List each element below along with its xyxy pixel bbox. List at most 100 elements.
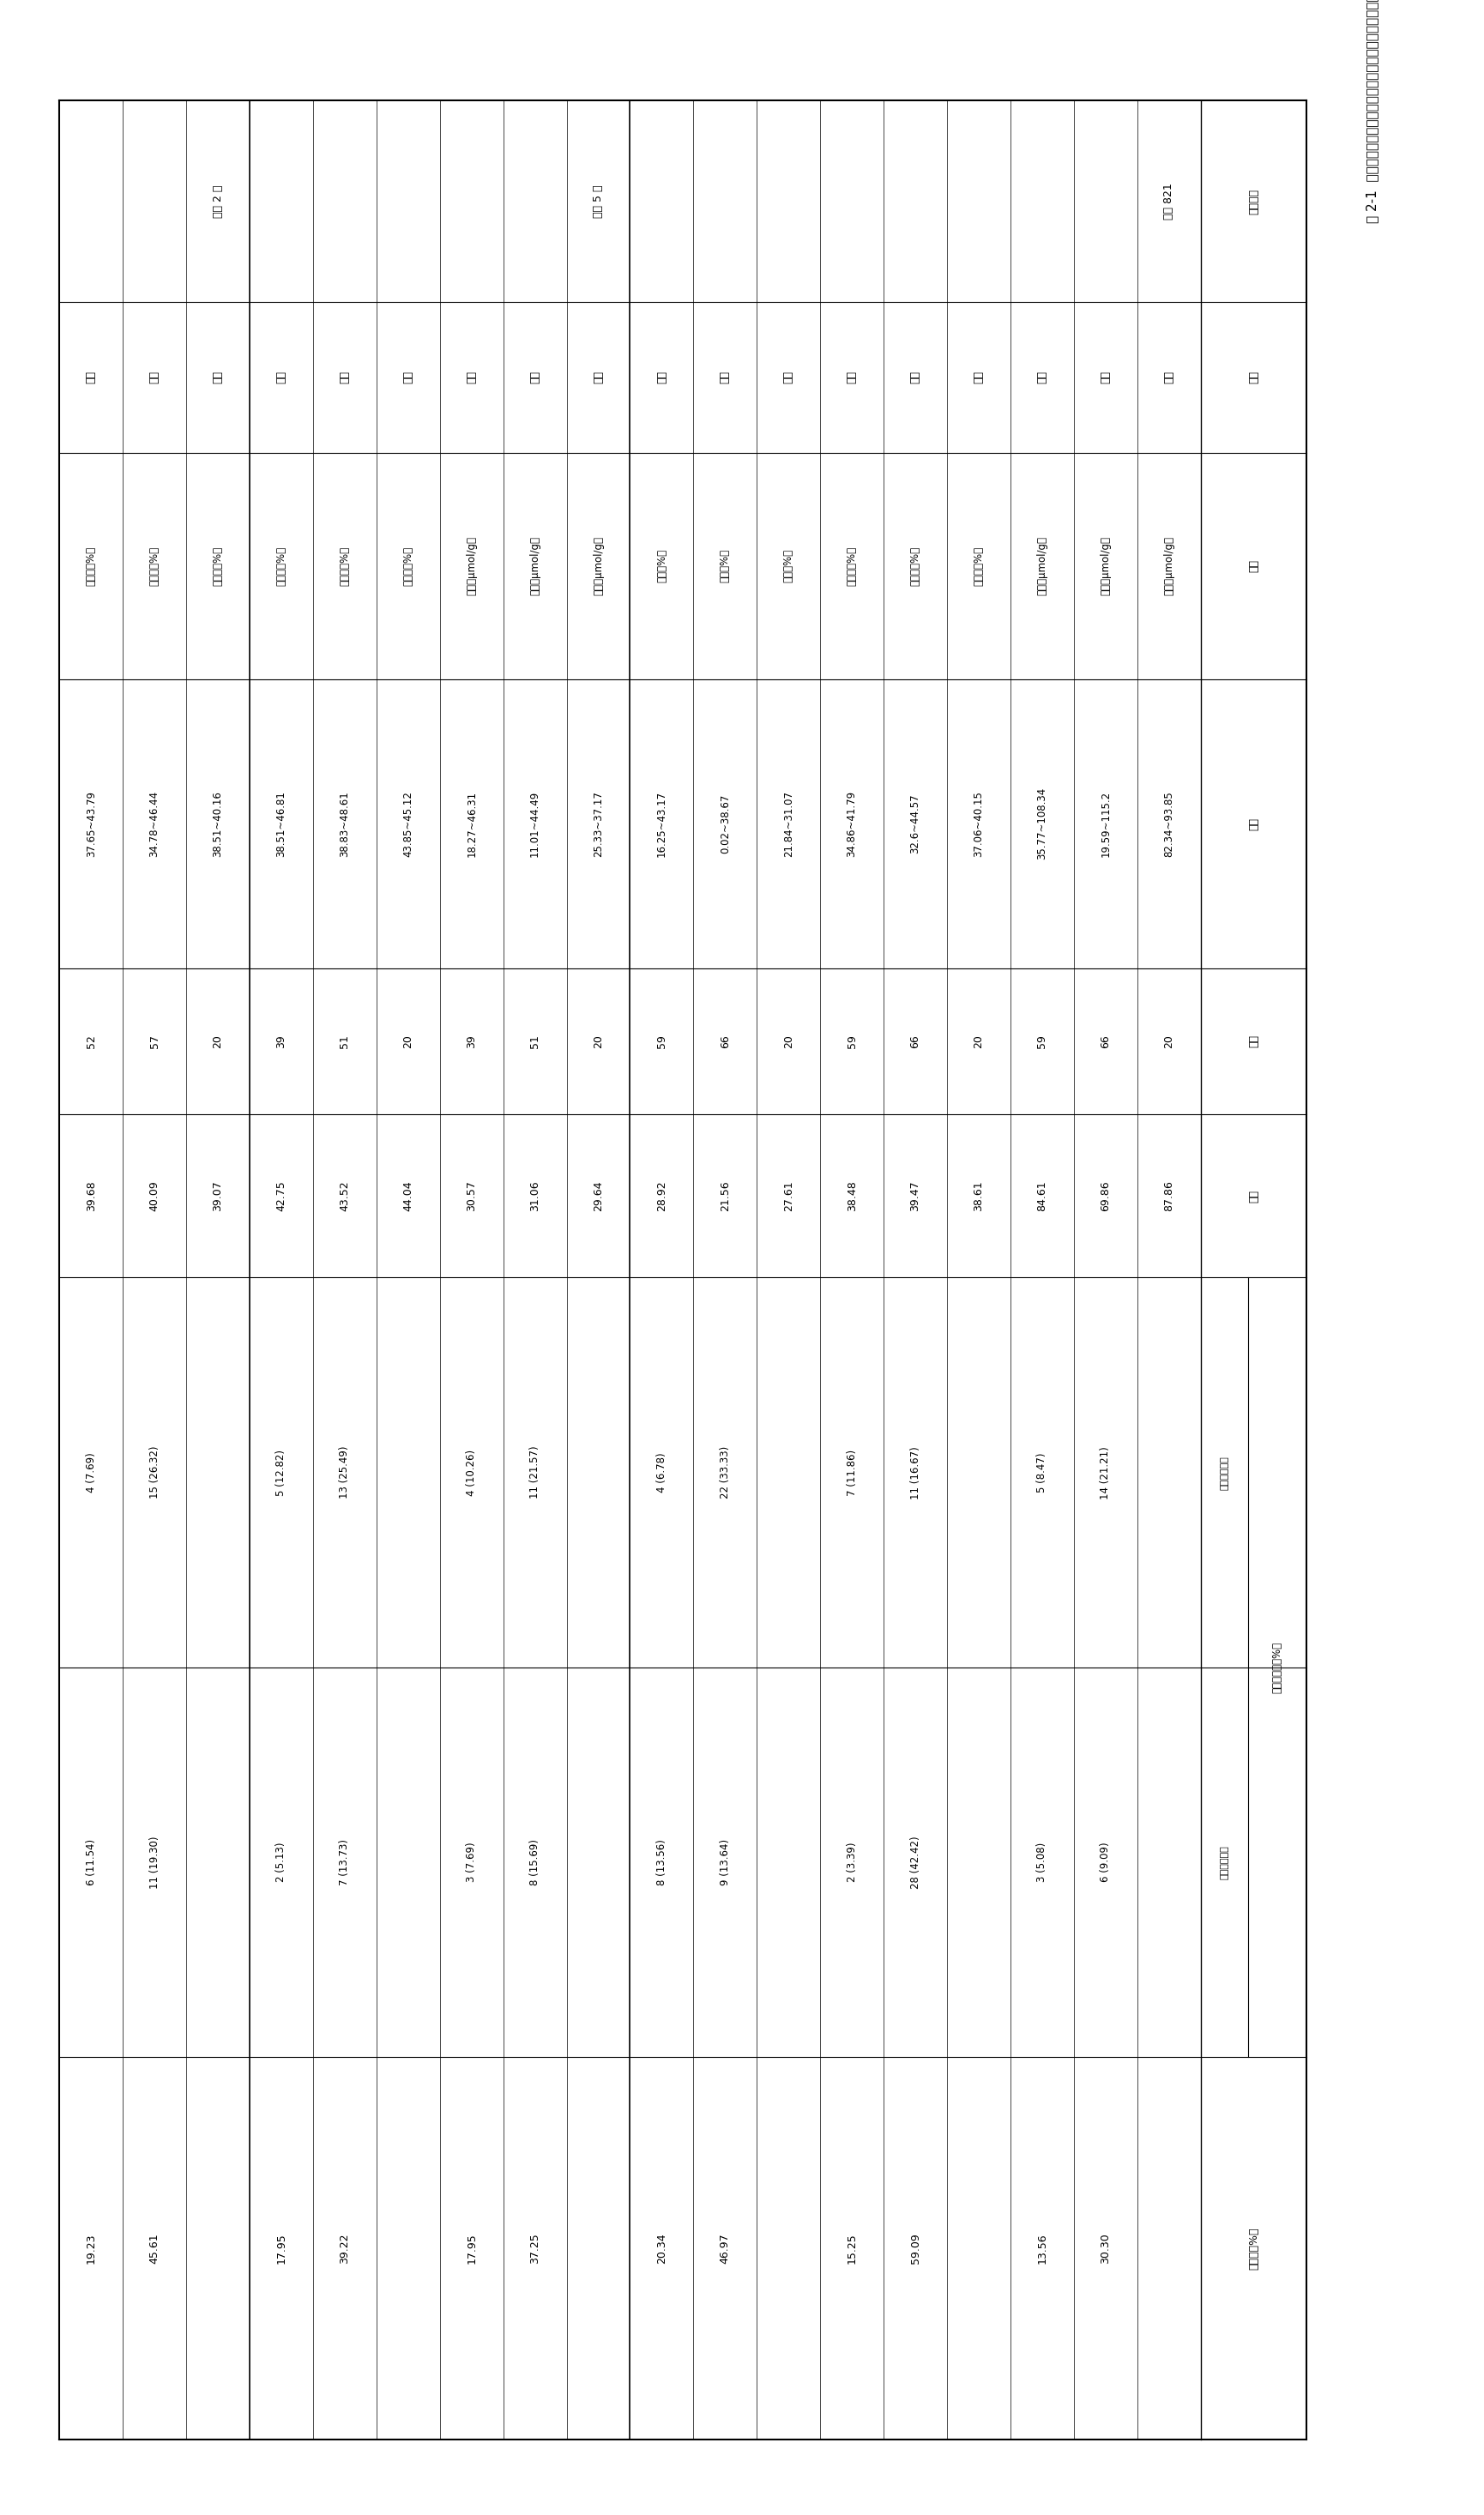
Text: 供体: 供体	[782, 370, 794, 385]
Text: 84.61: 84.61	[1036, 1180, 1048, 1212]
Text: 66: 66	[910, 1034, 920, 1049]
Text: 14 (21.21): 14 (21.21)	[1100, 1446, 1110, 1499]
Text: 对照: 对照	[466, 370, 476, 385]
Text: 22 (33.33): 22 (33.33)	[720, 1446, 730, 1499]
Text: 44.04: 44.04	[402, 1180, 414, 1212]
Text: 38.83~48.61: 38.83~48.61	[338, 790, 350, 858]
Text: 总变异（%）: 总变异（%）	[1248, 2228, 1258, 2269]
Text: 芥酸（%）: 芥酸（%）	[782, 548, 794, 583]
Text: 28 (42.42): 28 (42.42)	[910, 1836, 920, 1889]
Text: 对照: 对照	[846, 370, 858, 385]
Text: 59.09: 59.09	[910, 2233, 920, 2264]
Text: 15 (26.32): 15 (26.32)	[148, 1446, 160, 1499]
Text: 38.61: 38.61	[972, 1180, 984, 1212]
Text: 供体: 供体	[972, 370, 984, 385]
Text: 21.56: 21.56	[720, 1180, 730, 1212]
Text: 低于供体低值: 低于供体低值	[1220, 1456, 1229, 1489]
Text: 株数和比率（%）: 株数和比率（%）	[1272, 1642, 1282, 1693]
Text: 平均: 平均	[1248, 1190, 1258, 1202]
Text: 52: 52	[86, 1034, 96, 1049]
Text: 21.84~31.07: 21.84~31.07	[782, 790, 794, 858]
Text: 59: 59	[1036, 1034, 1048, 1049]
Text: 29.64: 29.64	[592, 1180, 604, 1212]
Text: 硫苷（μmol/g）: 硫苷（μmol/g）	[466, 536, 476, 596]
Text: 4 (10.26): 4 (10.26)	[466, 1449, 476, 1496]
Text: 5 (8.47): 5 (8.47)	[1036, 1454, 1048, 1491]
Text: 37.06~40.15: 37.06~40.15	[972, 790, 984, 858]
Text: 18.27~46.31: 18.27~46.31	[466, 790, 476, 858]
Text: 中油 821: 中油 821	[1162, 184, 1174, 219]
Text: 20: 20	[972, 1034, 984, 1049]
Text: 20: 20	[402, 1034, 414, 1049]
Text: 含油量（%）: 含油量（%）	[910, 546, 920, 586]
Text: 4 (7.69): 4 (7.69)	[86, 1454, 96, 1491]
Text: 4 (6.78): 4 (6.78)	[656, 1454, 666, 1491]
Text: 硫苷（μmol/g）: 硫苷（μmol/g）	[1162, 536, 1174, 596]
Text: 材料名称: 材料名称	[1248, 189, 1258, 214]
Text: 7 (11.86): 7 (11.86)	[846, 1449, 858, 1496]
Text: 3 (7.69): 3 (7.69)	[466, 1843, 476, 1881]
Text: 43.52: 43.52	[338, 1180, 350, 1212]
Text: 39.47: 39.47	[910, 1180, 920, 1212]
Text: 39.68: 39.68	[86, 1180, 96, 1212]
Text: 20: 20	[592, 1034, 604, 1049]
Text: 芥酸（%）: 芥酸（%）	[720, 548, 730, 583]
Text: 38.51~40.16: 38.51~40.16	[212, 790, 224, 858]
Text: 华双 5 号: 华双 5 号	[592, 184, 604, 219]
Text: 66: 66	[720, 1034, 730, 1049]
Text: 硫苷（μmol/g）: 硫苷（μmol/g）	[528, 536, 540, 596]
Text: 处理: 处理	[148, 370, 160, 385]
Text: 11 (19.30): 11 (19.30)	[148, 1836, 160, 1889]
Text: 37.65~43.79: 37.65~43.79	[86, 790, 96, 858]
Text: 30.30: 30.30	[1100, 2233, 1110, 2264]
Text: 含油量（%）: 含油量（%）	[846, 546, 858, 586]
Text: 成分: 成分	[1248, 558, 1258, 573]
Text: 处理: 处理	[528, 370, 540, 385]
Text: 34.78~46.44: 34.78~46.44	[148, 790, 160, 858]
Text: 51: 51	[528, 1034, 540, 1049]
Text: 51: 51	[338, 1034, 350, 1049]
Text: 35.77~108.34: 35.77~108.34	[1036, 787, 1048, 860]
Text: 28.92: 28.92	[656, 1180, 666, 1212]
Text: 27.61: 27.61	[782, 1180, 794, 1212]
Text: 对照: 对照	[276, 370, 286, 385]
Text: 13.56: 13.56	[1036, 2233, 1048, 2264]
Text: 66: 66	[1100, 1034, 1110, 1049]
Text: 供体: 供体	[402, 370, 414, 385]
Text: 含油量（%）: 含油量（%）	[972, 546, 984, 586]
Text: 13 (25.49): 13 (25.49)	[338, 1446, 350, 1499]
Text: 43.85~45.12: 43.85~45.12	[402, 790, 414, 858]
Text: 含油量（%）: 含油量（%）	[276, 546, 286, 586]
Text: 2 (3.39): 2 (3.39)	[846, 1843, 858, 1881]
Text: 17.95: 17.95	[276, 2233, 286, 2264]
Text: 11.01~44.49: 11.01~44.49	[528, 790, 540, 858]
Text: 供体: 供体	[1162, 370, 1174, 385]
Text: 11 (21.57): 11 (21.57)	[528, 1446, 540, 1499]
Text: 39.22: 39.22	[338, 2233, 350, 2264]
Text: 59: 59	[846, 1034, 858, 1049]
Text: 25.33~37.17: 25.33~37.17	[592, 790, 604, 858]
Text: 69.86: 69.86	[1100, 1180, 1110, 1212]
Text: 42.75: 42.75	[276, 1180, 286, 1212]
Text: 82.34~93.85: 82.34~93.85	[1162, 790, 1174, 858]
Text: 57: 57	[148, 1034, 160, 1049]
Text: 含油量（%）: 含油量（%）	[338, 546, 350, 586]
Text: 硫苷（μmol/g）: 硫苷（μmol/g）	[592, 536, 604, 596]
Text: 硫苷（μmol/g）: 硫苷（μmol/g）	[1036, 536, 1048, 596]
Text: 19.23: 19.23	[86, 2233, 96, 2264]
Text: 处理: 处理	[910, 370, 920, 385]
Text: 38.48: 38.48	[846, 1180, 858, 1212]
Text: 0.02~38.67: 0.02~38.67	[720, 795, 730, 853]
Text: 20.34: 20.34	[656, 2233, 666, 2264]
Text: 幅度: 幅度	[1248, 817, 1258, 830]
Text: 高于供体高值: 高于供体高值	[1220, 1846, 1229, 1879]
Text: 45.61: 45.61	[148, 2233, 160, 2264]
Text: 31.06: 31.06	[528, 1180, 540, 1212]
Text: 2 (5.13): 2 (5.13)	[276, 1843, 286, 1881]
Text: 59: 59	[656, 1034, 666, 1049]
Text: 87.86: 87.86	[1162, 1180, 1174, 1212]
Text: 株数: 株数	[1248, 1034, 1258, 1049]
Text: 3 (5.08): 3 (5.08)	[1036, 1843, 1048, 1881]
Text: 37.25: 37.25	[528, 2233, 540, 2264]
Text: 38.51~46.81: 38.51~46.81	[276, 790, 286, 858]
